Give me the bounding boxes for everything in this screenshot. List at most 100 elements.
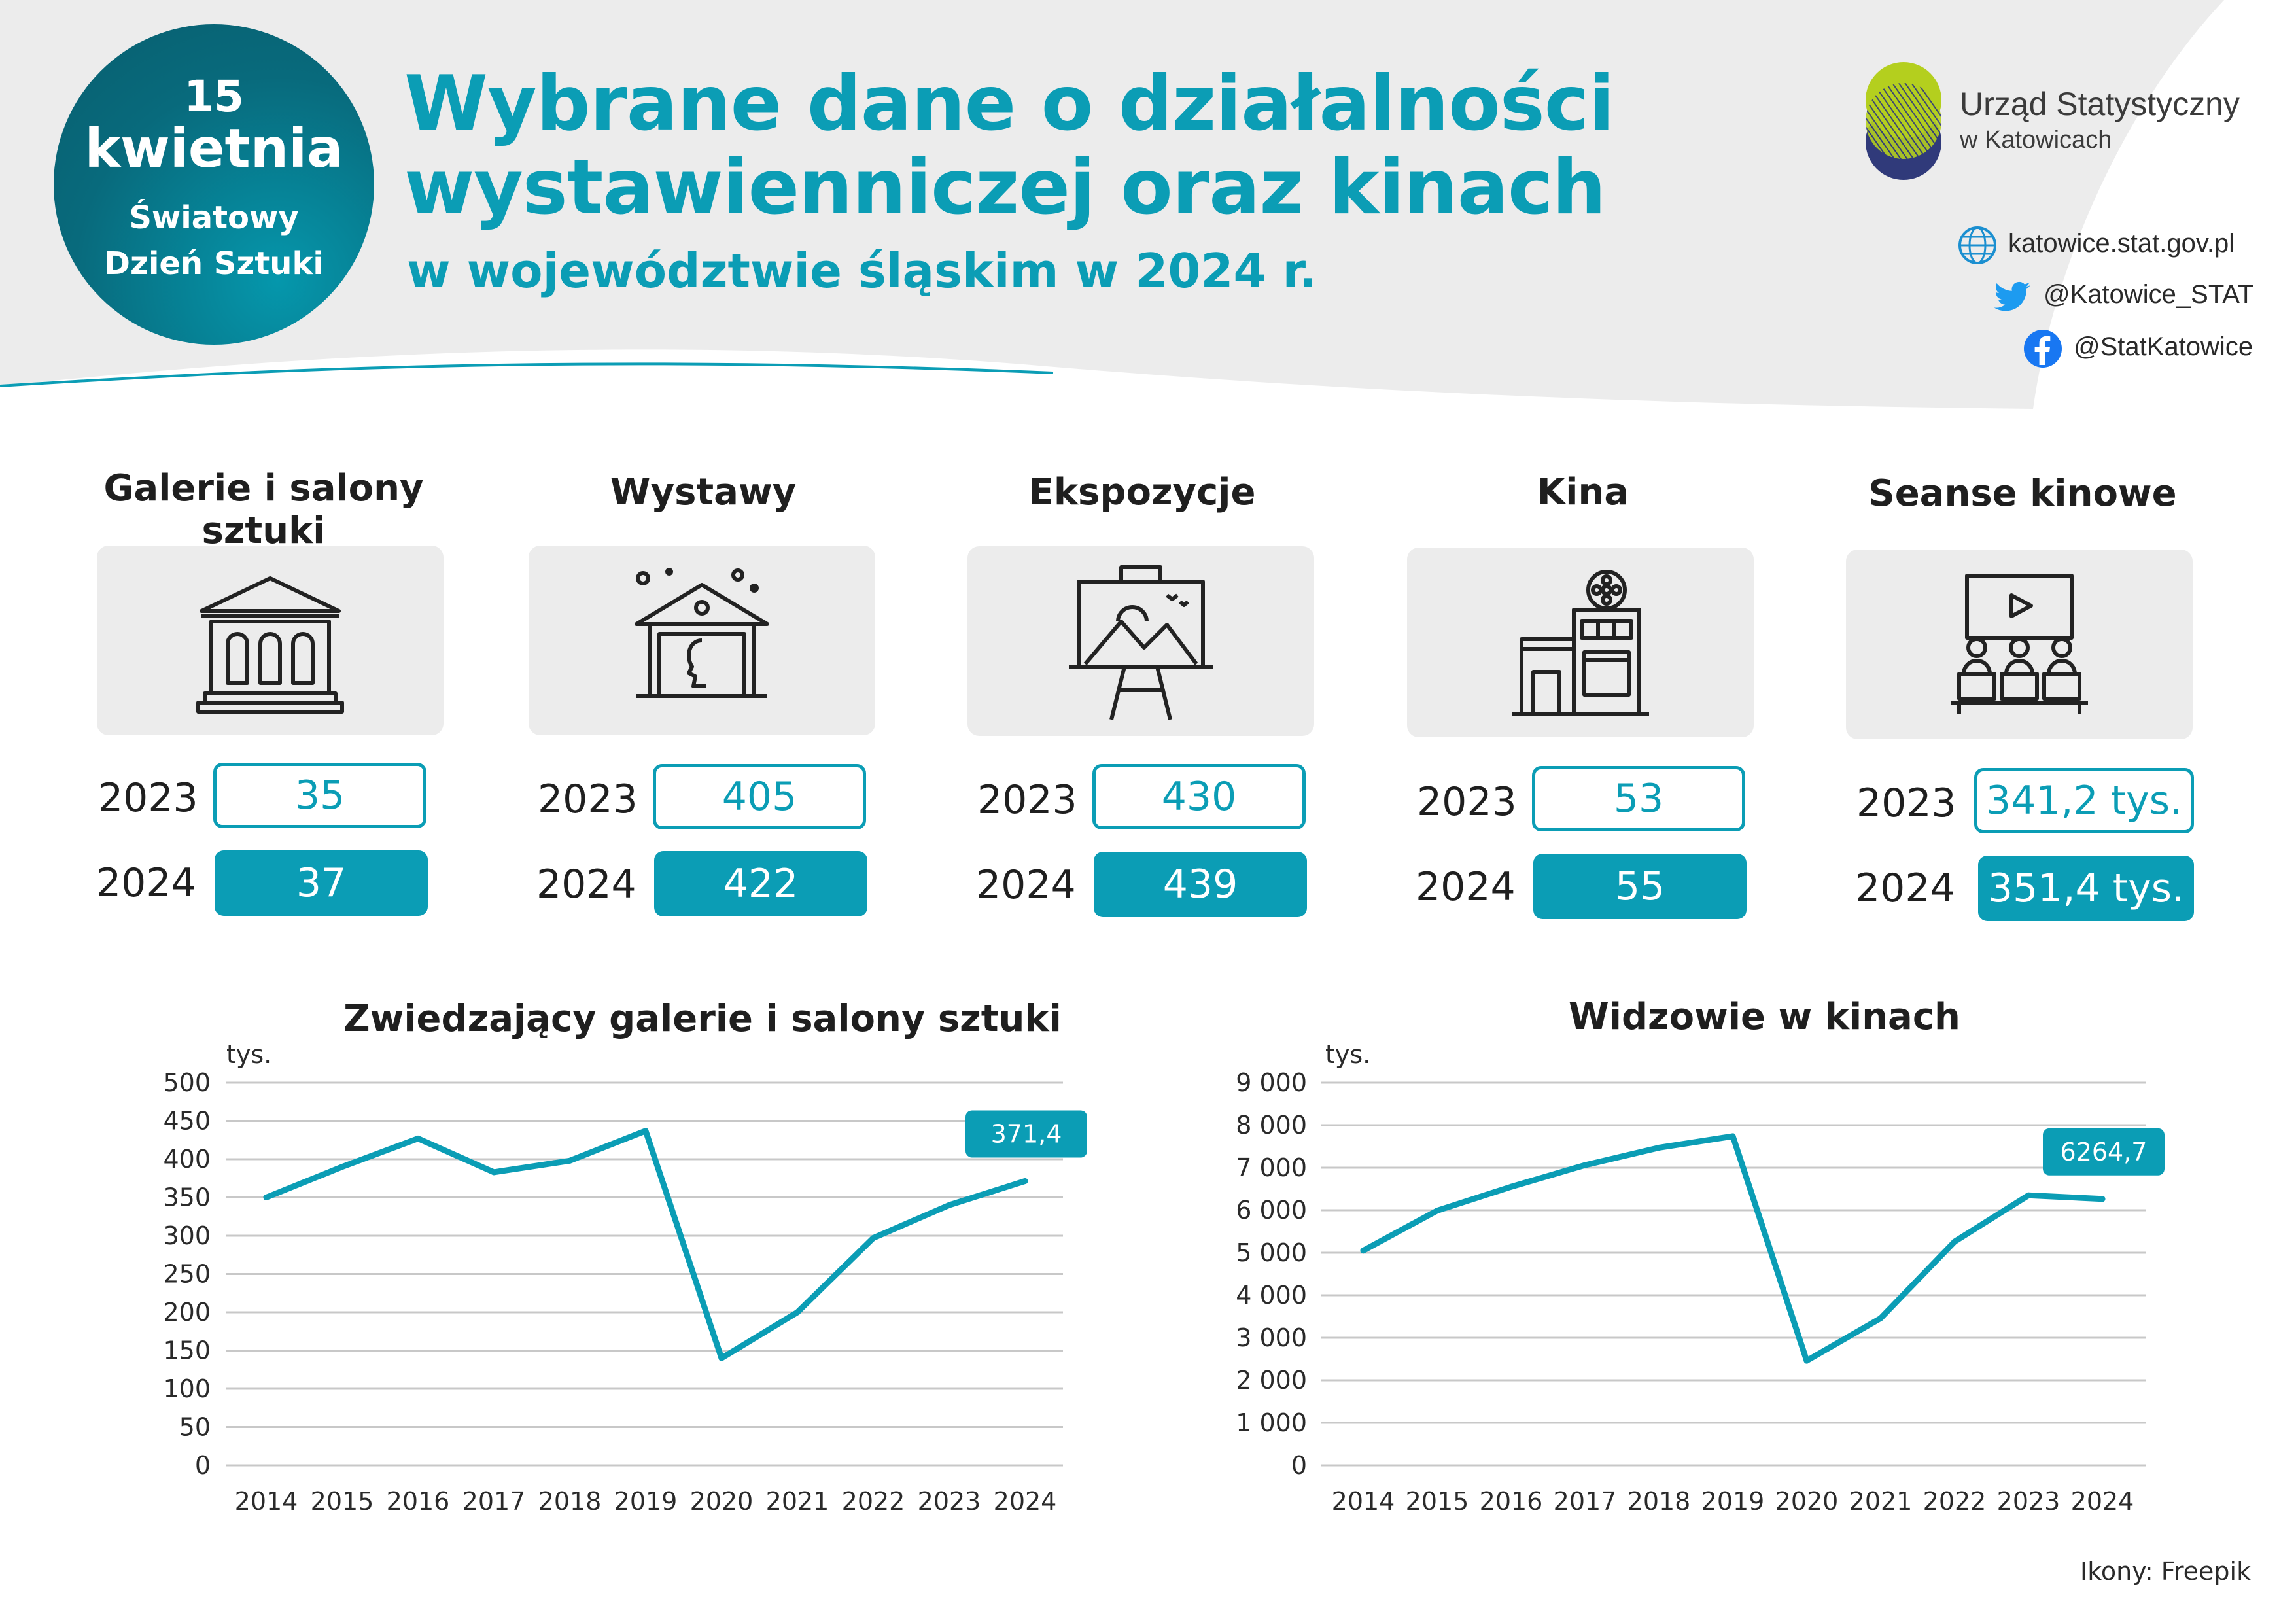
y-tick-label: 100: [163, 1374, 211, 1403]
data-point: [2099, 1196, 2106, 1202]
x-tick-label: 2019: [1701, 1487, 1765, 1516]
title-line2: wystawienniczej oraz kinach: [404, 143, 1606, 232]
chart-title-cinema-viewers: Widzowie w kinach: [1569, 996, 1960, 1038]
year-label-2023: 2023: [538, 777, 638, 822]
icon-box: [1846, 550, 2193, 739]
y-tick-label: 250: [163, 1260, 211, 1289]
y-tick-label: 2 000: [1236, 1366, 1307, 1395]
value-2023: 53: [1532, 766, 1745, 831]
twitter-link[interactable]: @Katowice_STAT: [1994, 280, 2254, 311]
y-tick-label: 3 000: [1236, 1323, 1307, 1352]
data-point: [1656, 1144, 1662, 1151]
facebook-link[interactable]: @StatKatowice: [2024, 330, 2253, 368]
value-callout-label: 371,4: [991, 1119, 1062, 1148]
cinema-audience-icon: [1951, 574, 2088, 714]
x-tick-label: 2024: [2071, 1487, 2134, 1516]
date-badge: 15 kwietnia Światowy Dzień Sztuki: [54, 24, 374, 345]
y-tick-label: 7 000: [1236, 1153, 1307, 1182]
year-label-2023: 2023: [98, 775, 198, 821]
globe-icon: [1958, 226, 1996, 264]
data-point: [642, 1128, 649, 1134]
data-point: [1803, 1357, 1810, 1364]
x-tick-label: 2014: [1332, 1487, 1395, 1516]
facebook-icon: [2024, 330, 2062, 368]
y-tick-label: 9 000: [1236, 1068, 1307, 1097]
stat-office-logo-icon: [1866, 62, 1941, 180]
badge-day: 15: [184, 71, 244, 122]
stat-title: Wystawy: [610, 471, 797, 514]
year-label-2024: 2024: [1855, 865, 1955, 911]
facebook-handle: @StatKatowice: [2074, 332, 2253, 361]
badge-occasion: Światowy Dzień Sztuki: [54, 196, 374, 287]
y-tick-label: 5 000: [1236, 1238, 1307, 1267]
y-tick-label: 300: [163, 1221, 211, 1250]
data-point: [1360, 1248, 1366, 1254]
data-point: [263, 1195, 270, 1200]
twitter-handle: @Katowice_STAT: [2044, 280, 2254, 309]
y-tick-label: 400: [163, 1145, 211, 1174]
x-tick-label: 2019: [614, 1487, 678, 1516]
title-line1: Wybrane dane o działalności: [404, 60, 1614, 148]
data-point: [794, 1309, 801, 1316]
y-tick-label: 150: [163, 1336, 211, 1365]
value-callout: [2043, 1128, 2165, 1176]
badge-occasion-line1: Światowy: [129, 200, 299, 236]
value-2023: 341,2 tys.: [1974, 768, 2194, 833]
data-point: [718, 1355, 725, 1361]
y-tick-label: 350: [163, 1183, 211, 1212]
data-point: [1730, 1133, 1736, 1140]
year-label-2024: 2024: [96, 860, 196, 906]
data-point: [946, 1202, 952, 1208]
x-tick-label: 2021: [1849, 1487, 1913, 1516]
x-tick-label: 2020: [690, 1487, 754, 1516]
icon-box: [1407, 548, 1754, 737]
value-2024: 55: [1533, 854, 1747, 919]
chart-title-gallery-visitors: Zwiedzający galerie i salony sztuki: [343, 998, 1062, 1040]
data-point: [1022, 1178, 1028, 1184]
x-tick-label: 2018: [538, 1487, 602, 1516]
y-tick-label: 50: [179, 1413, 211, 1442]
x-tick-label: 2022: [1923, 1487, 1987, 1516]
data-point: [1951, 1238, 1958, 1245]
y-tick-label: 450: [163, 1107, 211, 1136]
value-2023: 35: [213, 763, 426, 828]
x-tick-label: 2015: [311, 1487, 374, 1516]
stat-title: Ekspozycje: [1028, 471, 1256, 514]
twitter-bird-icon: [1994, 281, 2030, 311]
x-tick-label: 2014: [235, 1487, 298, 1516]
y-tick-label: 4 000: [1236, 1281, 1307, 1310]
y-unit-label: tys.: [226, 1040, 271, 1069]
easel-painting-icon: [1069, 565, 1213, 720]
y-unit-label: tys.: [1325, 1040, 1370, 1069]
website-text: katowice.stat.gov.pl: [2008, 229, 2235, 258]
year-label-2023: 2023: [977, 777, 1077, 823]
value-2024: 439: [1094, 852, 1307, 917]
x-tick-label: 2017: [1554, 1487, 1617, 1516]
stat-title: Kina: [1537, 471, 1629, 514]
logo-name: Urząd Statystyczny: [1960, 86, 2240, 122]
x-tick-label: 2021: [766, 1487, 829, 1516]
data-point: [2025, 1192, 2032, 1198]
y-tick-label: 8 000: [1236, 1111, 1307, 1140]
data-point: [1877, 1315, 1884, 1321]
x-tick-label: 2017: [462, 1487, 526, 1516]
year-label-2023: 2023: [1856, 780, 1957, 826]
logo-city: w Katowicach: [1960, 126, 2112, 154]
value-2024: 37: [215, 850, 428, 916]
year-label-2024: 2024: [1416, 864, 1516, 910]
page-title: Wybrane dane o działalności wystawiennic…: [404, 62, 1614, 229]
data-point: [870, 1235, 877, 1242]
y-tick-label: 500: [163, 1068, 211, 1097]
cinema-building-icon: [1512, 570, 1649, 716]
stat-title: Seanse kinowe: [1868, 472, 2177, 515]
value-2023: 430: [1092, 764, 1306, 829]
y-tick-label: 0: [195, 1451, 211, 1480]
badge-occasion-line2: Dzień Sztuki: [104, 245, 324, 282]
x-tick-label: 2016: [1480, 1487, 1543, 1516]
year-label-2024: 2024: [536, 862, 636, 907]
icon-box: [97, 546, 444, 735]
x-tick-label: 2015: [1406, 1487, 1469, 1516]
website-link[interactable]: katowice.stat.gov.pl: [1958, 226, 2235, 264]
x-tick-label: 2016: [387, 1487, 450, 1516]
